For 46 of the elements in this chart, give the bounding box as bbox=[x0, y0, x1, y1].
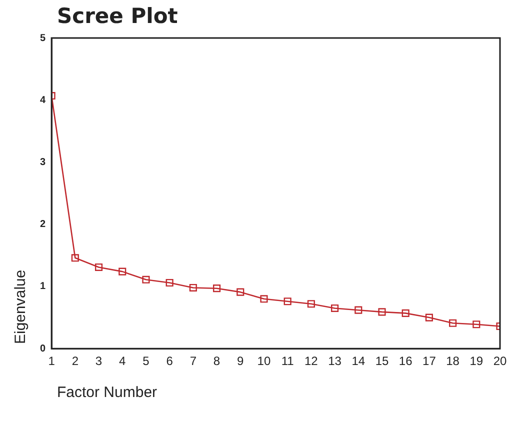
chart-title: Scree Plot bbox=[57, 4, 178, 28]
x-tick-label: 9 bbox=[237, 354, 244, 368]
point bbox=[449, 319, 457, 327]
x-tick-label: 16 bbox=[398, 354, 413, 368]
point bbox=[260, 295, 268, 303]
y-axis-title: Eigenvalue bbox=[12, 270, 29, 344]
x-tick-label: 4 bbox=[119, 354, 126, 368]
x-tick-label: 6 bbox=[166, 354, 174, 368]
point bbox=[142, 276, 150, 284]
point bbox=[236, 288, 244, 296]
point bbox=[94, 263, 103, 272]
point bbox=[378, 308, 386, 316]
x-tick-label: 8 bbox=[213, 354, 220, 368]
x-tick-label: 11 bbox=[281, 354, 294, 368]
point bbox=[354, 306, 362, 314]
x-tick-label: 12 bbox=[304, 354, 318, 368]
point bbox=[118, 268, 126, 276]
point bbox=[307, 300, 315, 308]
point bbox=[212, 284, 221, 292]
y-tick-label: 2 bbox=[40, 219, 46, 230]
point bbox=[284, 298, 292, 306]
point bbox=[71, 254, 79, 262]
x-tick-label: 15 bbox=[375, 354, 389, 368]
x-tick-label: 7 bbox=[190, 354, 197, 368]
x-tick-label: 18 bbox=[446, 354, 460, 368]
point bbox=[472, 320, 480, 328]
x-tick-label: 19 bbox=[470, 354, 484, 368]
x-axis-title: Factor Number bbox=[57, 384, 158, 401]
point bbox=[425, 314, 433, 322]
x-tick-label: 2 bbox=[72, 354, 79, 368]
y-tick-label: 4 bbox=[40, 94, 46, 106]
x-tick-label: 10 bbox=[257, 354, 271, 368]
x-tick-label: 13 bbox=[328, 354, 342, 368]
x-tick-label: 3 bbox=[95, 354, 102, 368]
y-tick-label: 0 bbox=[40, 343, 46, 354]
y-tick-label: 5 bbox=[40, 32, 46, 44]
x-tick-label: 14 bbox=[352, 354, 366, 368]
x-tick-label: 20 bbox=[493, 354, 507, 368]
y-tick-label: 1 bbox=[40, 281, 46, 292]
y-tick-label: 3 bbox=[40, 156, 46, 168]
point bbox=[166, 278, 174, 287]
point bbox=[402, 309, 410, 317]
point bbox=[331, 304, 339, 312]
x-tick-label: 17 bbox=[422, 354, 436, 368]
point bbox=[189, 284, 197, 292]
x-tick-label: 5 bbox=[142, 354, 150, 368]
